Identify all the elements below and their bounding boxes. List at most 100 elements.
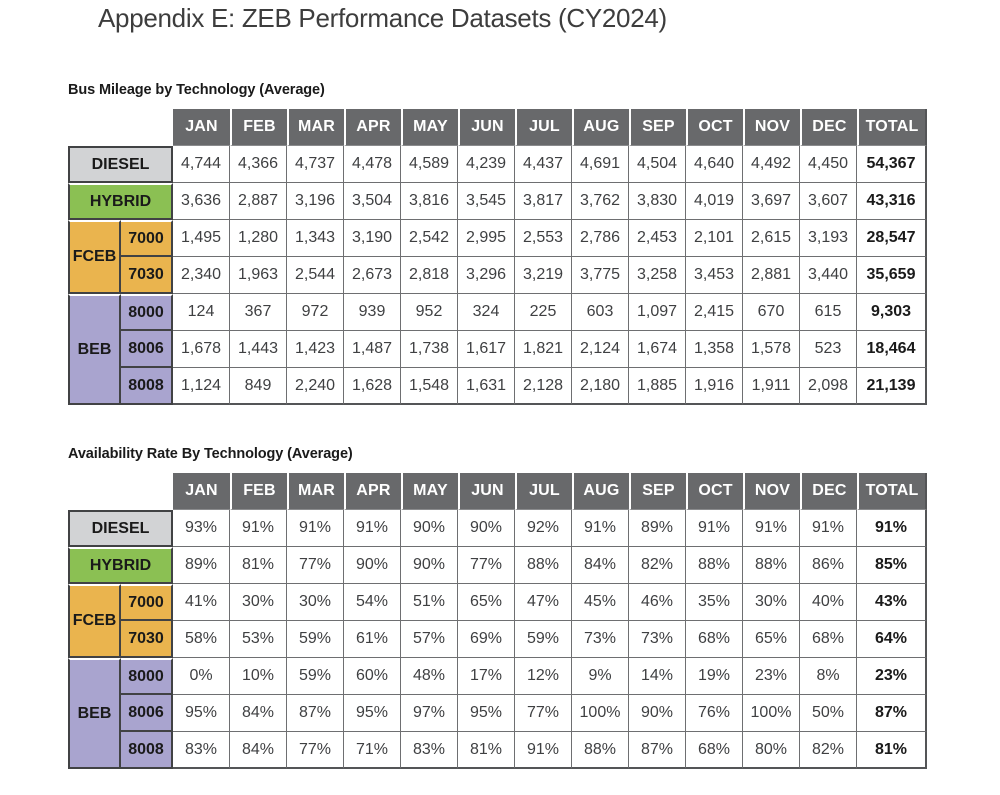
- row-total-cell: 81%: [857, 732, 927, 769]
- table-row: 7030 58% 53% 59% 61% 57% 69% 59% 73% 73% 68% 65% 68%…: [68, 621, 927, 658]
- value-cell: 4,450: [800, 146, 857, 183]
- value-cell: 4,239: [458, 146, 515, 183]
- value-cell: 30%: [287, 584, 344, 621]
- technology-group-label: FCEB: [68, 220, 121, 294]
- value-cell: 2,128: [515, 368, 572, 405]
- value-cell: 225: [515, 294, 572, 331]
- value-cell: 367: [230, 294, 287, 331]
- table-row: BEB 8000 124 367 972 939 952 324 225 603 1,097 2,41…: [68, 294, 927, 405]
- value-cell: 3,296: [458, 257, 515, 294]
- value-cell: 324: [458, 294, 515, 331]
- value-cell: 3,762: [572, 183, 629, 220]
- value-cell: 4,744: [173, 146, 230, 183]
- value-cell: 849: [230, 368, 287, 405]
- table-row: DIESEL 93% 91% 91% 91% 90% 90% 92% 91% 89% 91% 91% 9…: [68, 510, 927, 547]
- value-cell: 95%: [344, 695, 401, 732]
- value-cell: 90%: [629, 695, 686, 732]
- value-cell: 2,124: [572, 331, 629, 368]
- value-cell: 4,019: [686, 183, 743, 220]
- value-cell: 3,258: [629, 257, 686, 294]
- value-cell: 3,196: [287, 183, 344, 220]
- value-cell: 77%: [515, 695, 572, 732]
- value-cell: 90%: [344, 547, 401, 584]
- value-cell: 91%: [686, 510, 743, 547]
- row-total-cell: 87%: [857, 695, 927, 732]
- value-cell: 2,544: [287, 257, 344, 294]
- value-cell: 1,124: [173, 368, 230, 405]
- technology-group-label: BEB: [68, 294, 121, 405]
- value-cell: 3,545: [458, 183, 515, 220]
- value-cell: 88%: [743, 547, 800, 584]
- table-row: 8008 1,124 849 2,240 1,628 1,548 1,631 2,128 2,1…: [68, 368, 927, 405]
- value-cell: 59%: [287, 658, 344, 695]
- corner-spacer: [68, 109, 173, 146]
- value-cell: 3,607: [800, 183, 857, 220]
- bus-id-label: 8008: [121, 368, 173, 405]
- value-cell: 100%: [572, 695, 629, 732]
- technology-group-label: BEB: [68, 658, 121, 769]
- value-cell: 73%: [572, 621, 629, 658]
- technology-label: DIESEL: [68, 146, 173, 183]
- value-cell: 40%: [800, 584, 857, 621]
- value-cell: 3,697: [743, 183, 800, 220]
- month-column-header: MAY: [401, 109, 458, 146]
- total-column-header: TOTAL: [857, 109, 927, 146]
- value-cell: 3,219: [515, 257, 572, 294]
- value-cell: 91%: [743, 510, 800, 547]
- month-column-header: MAY: [401, 473, 458, 510]
- value-cell: 4,589: [401, 146, 458, 183]
- value-cell: 48%: [401, 658, 458, 695]
- table-row: 8008 83% 84% 77% 71% 83% 81% 91% 88% 87% 68% 80% 82%…: [68, 732, 927, 769]
- month-column-header: JUN: [458, 473, 515, 510]
- value-cell: 91%: [572, 510, 629, 547]
- value-cell: 100%: [743, 695, 800, 732]
- month-column-header: DEC: [800, 109, 857, 146]
- value-cell: 82%: [629, 547, 686, 584]
- value-cell: 93%: [173, 510, 230, 547]
- value-cell: 53%: [230, 621, 287, 658]
- value-cell: 3,817: [515, 183, 572, 220]
- value-cell: 4,478: [344, 146, 401, 183]
- value-cell: 1,617: [458, 331, 515, 368]
- month-column-header: OCT: [686, 473, 743, 510]
- table-row: FCEB 7000 1,495 1,280 1,343 3,190 2,542 2,995 2,…: [68, 220, 927, 294]
- value-cell: 57%: [401, 621, 458, 658]
- value-cell: 73%: [629, 621, 686, 658]
- technology-label: DIESEL: [68, 510, 173, 547]
- value-cell: 4,492: [743, 146, 800, 183]
- mileage-table-title: Bus Mileage by Technology (Average): [68, 82, 325, 98]
- value-cell: 95%: [173, 695, 230, 732]
- value-cell: 83%: [173, 732, 230, 769]
- row-total-cell: 43%: [857, 584, 927, 621]
- value-cell: 2,098: [800, 368, 857, 405]
- month-column-header: FEB: [230, 473, 287, 510]
- value-cell: 1,678: [173, 331, 230, 368]
- value-cell: 4,691: [572, 146, 629, 183]
- row-total-cell: 43,316: [857, 183, 927, 220]
- value-cell: 83%: [401, 732, 458, 769]
- value-cell: 91%: [287, 510, 344, 547]
- value-cell: 59%: [515, 621, 572, 658]
- value-cell: 91%: [344, 510, 401, 547]
- value-cell: 90%: [401, 510, 458, 547]
- value-cell: 59%: [287, 621, 344, 658]
- value-cell: 0%: [173, 658, 230, 695]
- value-cell: 1,911: [743, 368, 800, 405]
- value-cell: 95%: [458, 695, 515, 732]
- value-cell: 60%: [344, 658, 401, 695]
- bus-id-label: 8000: [121, 658, 173, 695]
- availability-table-title: Availability Rate By Technology (Average…: [68, 446, 353, 462]
- row-total-cell: 21,139: [857, 368, 927, 405]
- value-cell: 71%: [344, 732, 401, 769]
- value-cell: 54%: [344, 584, 401, 621]
- value-cell: 615: [800, 294, 857, 331]
- value-cell: 46%: [629, 584, 686, 621]
- value-cell: 3,504: [344, 183, 401, 220]
- value-cell: 84%: [230, 732, 287, 769]
- value-cell: 4,366: [230, 146, 287, 183]
- row-total-cell: 35,659: [857, 257, 927, 294]
- value-cell: 88%: [515, 547, 572, 584]
- value-cell: 84%: [572, 547, 629, 584]
- month-column-header: DEC: [800, 473, 857, 510]
- value-cell: 939: [344, 294, 401, 331]
